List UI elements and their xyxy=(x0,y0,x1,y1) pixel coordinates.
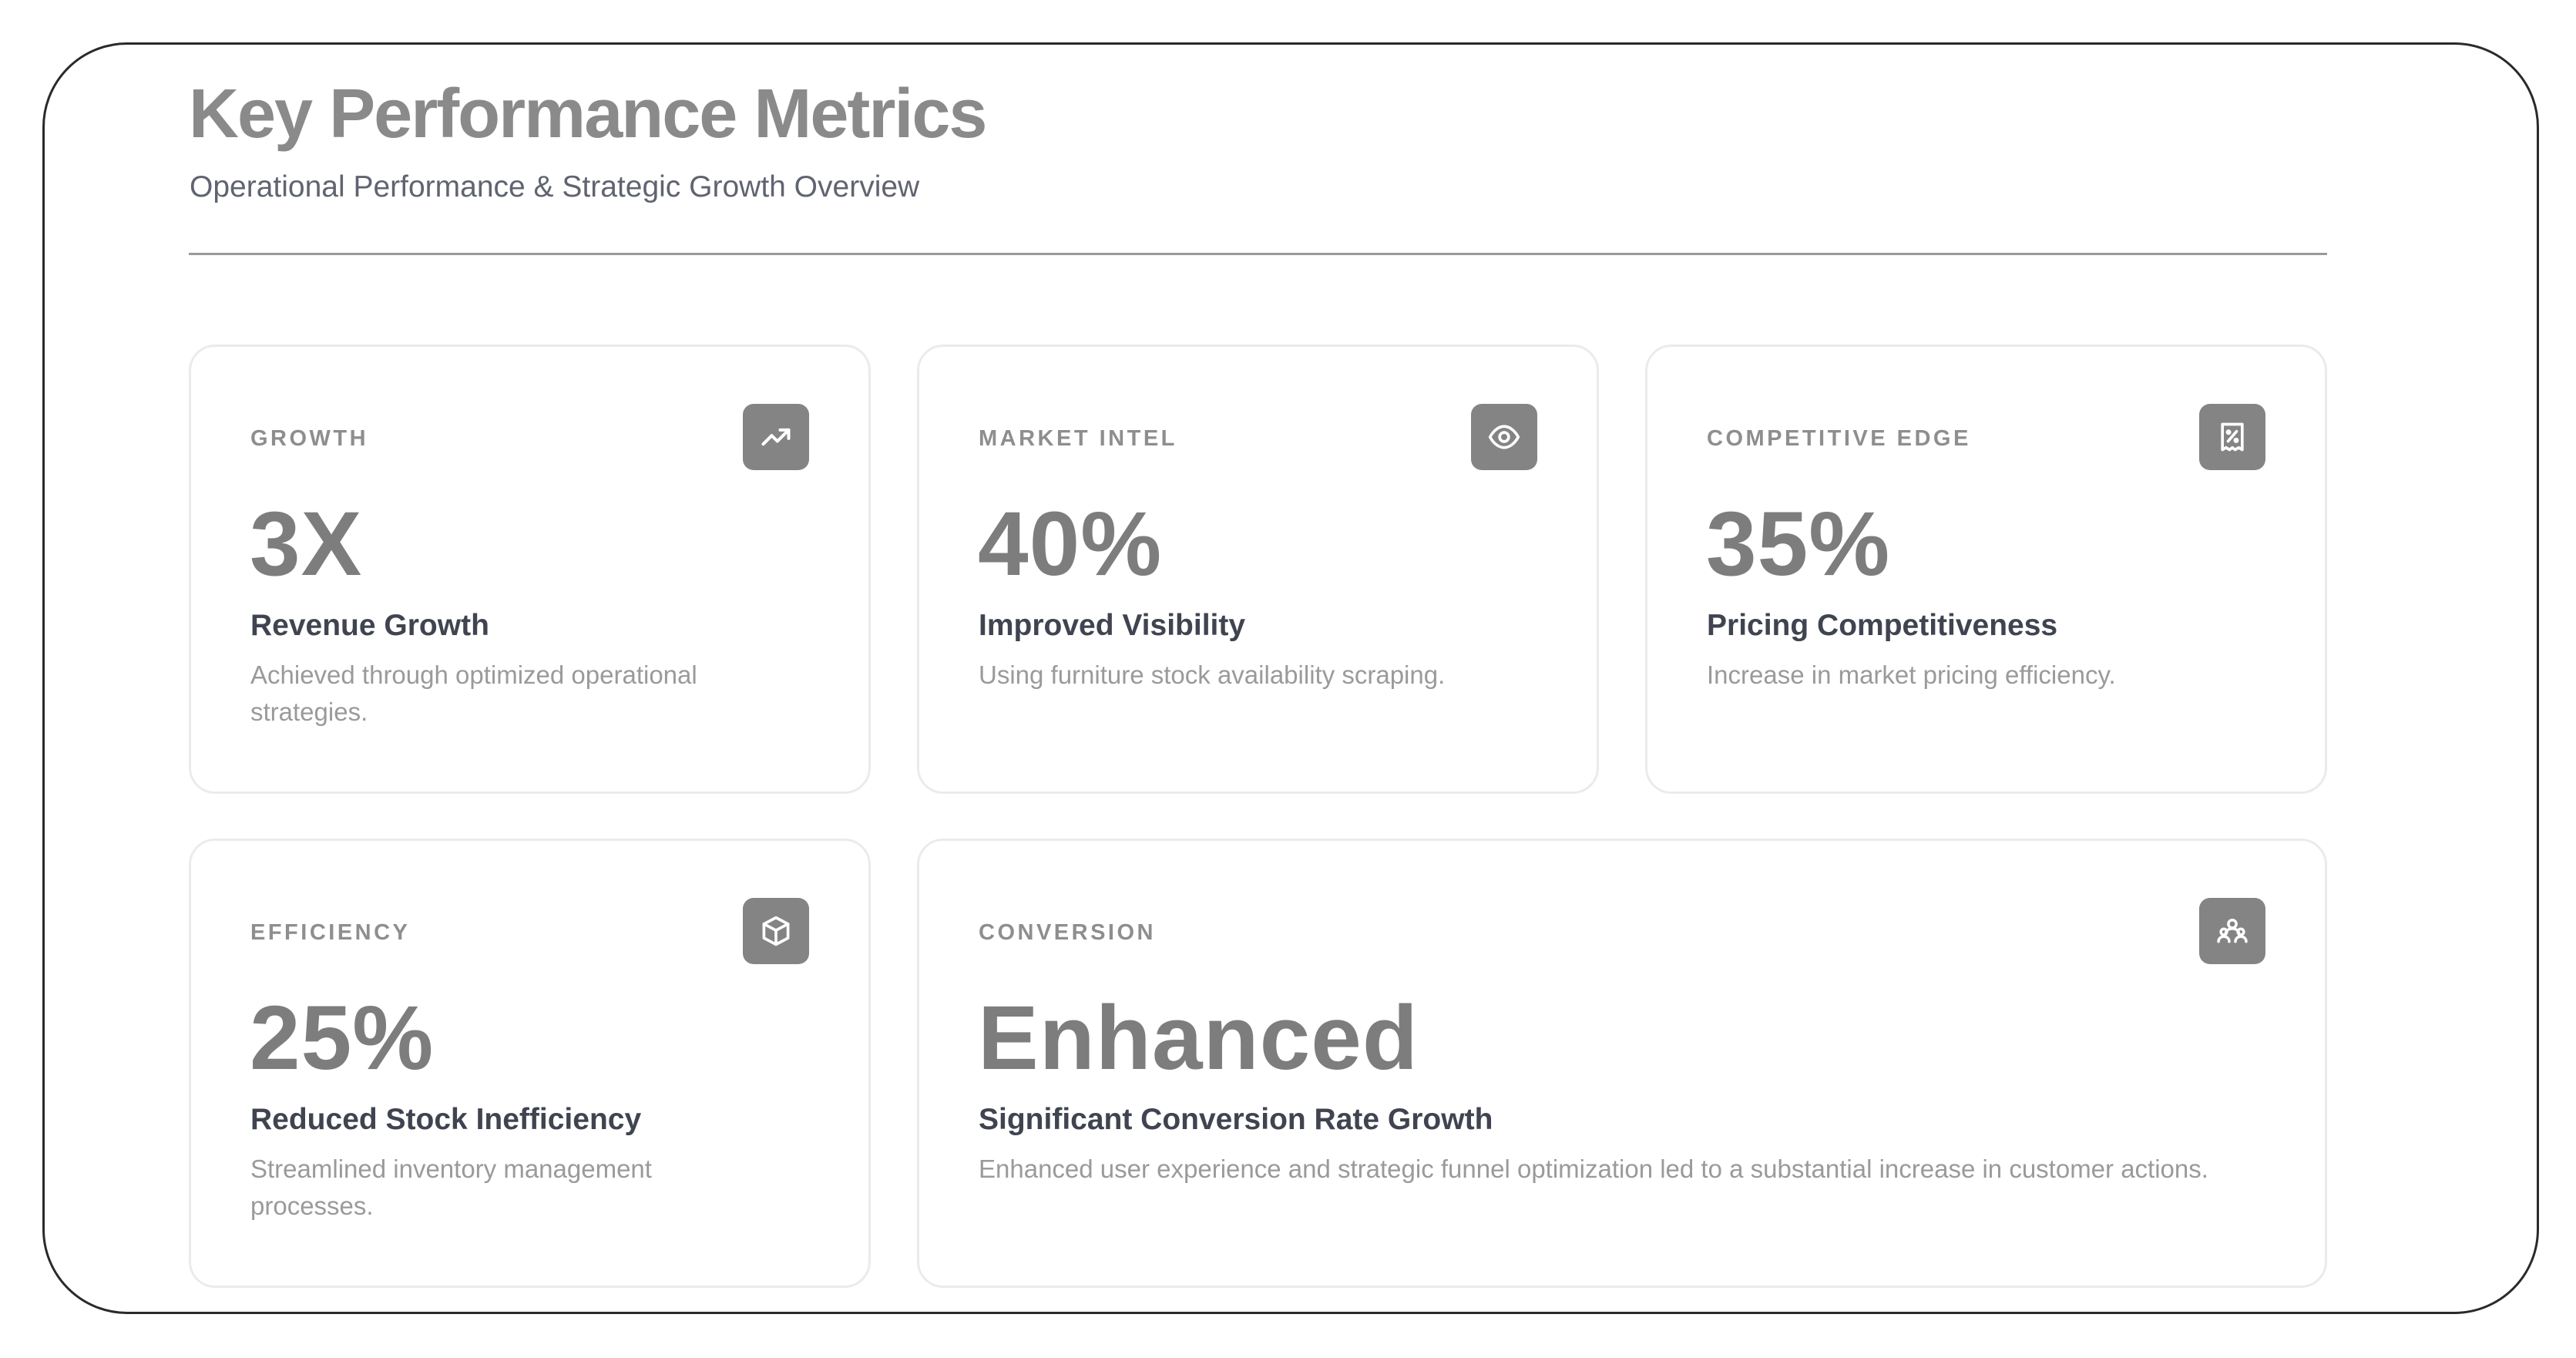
metric-description: Enhanced user experience and strategic f… xyxy=(979,1155,2208,1183)
metric-label: Reduced Stock Inefficiency xyxy=(250,1103,642,1136)
header-divider xyxy=(189,253,2327,255)
page-subtitle: Operational Performance & Strategic Grow… xyxy=(190,170,920,203)
metric-value: 35% xyxy=(1706,493,1891,595)
eye-icon xyxy=(1471,404,1537,470)
metric-card-market-intel: MARKET INTEL 40% Improved Visibility Usi… xyxy=(917,345,1599,794)
metric-label: Improved Visibility xyxy=(979,609,1246,642)
metric-label: Pricing Competitiveness xyxy=(1707,609,2058,642)
metric-card-efficiency: EFFICIENCY 25% Reduced Stock Inefficienc… xyxy=(189,839,871,1288)
receipt-percent-icon xyxy=(2199,404,2265,470)
card-eyebrow: COMPETITIVE EDGE xyxy=(1707,426,1971,451)
metric-value: 25% xyxy=(250,987,435,1089)
users-group-icon xyxy=(2199,898,2265,964)
metric-card-growth: GROWTH 3X Revenue Growth Achieved throug… xyxy=(189,345,871,794)
metric-value: 40% xyxy=(978,493,1163,595)
metric-description: Streamlined inventory management process… xyxy=(250,1155,652,1220)
metric-description: Using furniture stock availability scrap… xyxy=(979,661,1446,689)
metric-label: Revenue Growth xyxy=(250,609,489,642)
metric-description: Achieved through optimized operational s… xyxy=(250,661,697,726)
card-eyebrow: CONVERSION xyxy=(979,920,1156,945)
page-title: Key Performance Metrics xyxy=(189,76,987,153)
metric-value: 3X xyxy=(250,493,363,595)
card-eyebrow: EFFICIENCY xyxy=(250,920,411,945)
metric-card-conversion: CONVERSION Enhanced Significant Conversi… xyxy=(917,839,2327,1288)
card-eyebrow: MARKET INTEL xyxy=(979,426,1177,451)
metric-description: Increase in market pricing efficiency. xyxy=(1707,661,2116,689)
metric-label: Significant Conversion Rate Growth xyxy=(979,1103,1493,1136)
metric-card-competitive-edge: COMPETITIVE EDGE 35% Pricing Competitive… xyxy=(1645,345,2327,794)
trending-up-icon xyxy=(743,404,809,470)
metric-value: Enhanced xyxy=(978,987,1419,1089)
card-eyebrow: GROWTH xyxy=(250,426,369,451)
box-icon xyxy=(743,898,809,964)
